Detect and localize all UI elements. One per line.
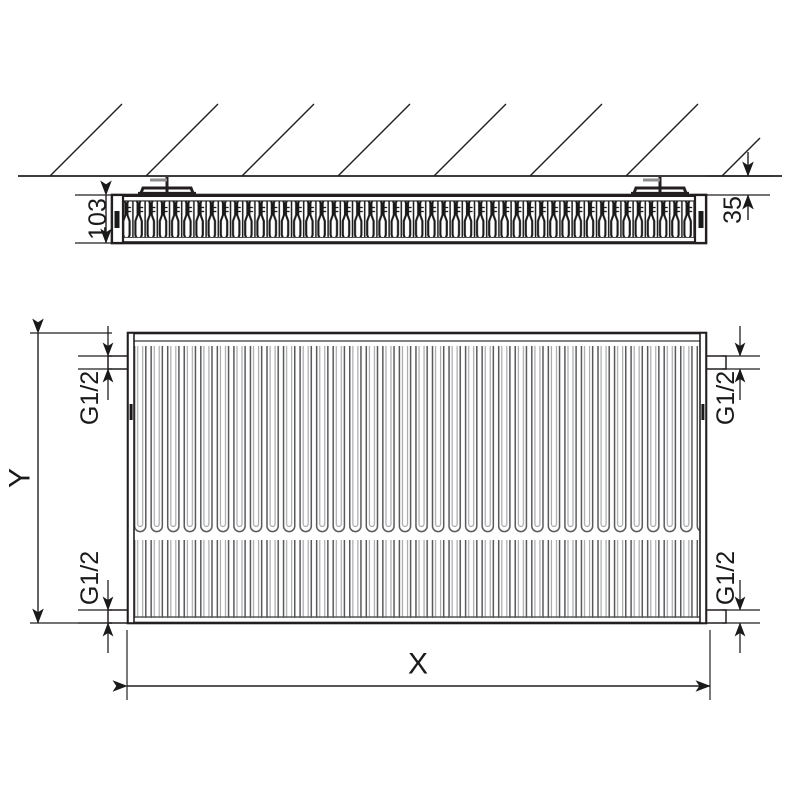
dimension-depth-103: 103 xyxy=(75,180,150,244)
radiator-front-panel xyxy=(126,331,708,625)
dimension-g12-bottom-right: G1/2 xyxy=(712,551,760,653)
width-label: X xyxy=(408,648,428,681)
side-section-view: 103 35 xyxy=(18,103,782,245)
wall-bracket-left xyxy=(138,177,196,196)
connection-stubs xyxy=(107,355,727,624)
wall-gap-label: 35 xyxy=(719,196,747,224)
dimension-g12-top-right: G1/2 xyxy=(712,326,760,425)
wall-bracket-right xyxy=(631,177,689,196)
dimension-width-X: X xyxy=(112,630,711,700)
dimension-g12-top-left: G1/2 xyxy=(76,326,114,425)
g12-bottom-left-label: G1/2 xyxy=(76,551,104,605)
dimension-height-Y: Y xyxy=(4,318,112,624)
g12-bottom-right-label: G1/2 xyxy=(712,551,740,605)
g12-top-left-label: G1/2 xyxy=(76,371,104,425)
radiator-side-body xyxy=(110,193,708,245)
dimension-g12-bottom-left: G1/2 xyxy=(76,551,114,653)
depth-label: 103 xyxy=(84,198,112,240)
wall-hatching xyxy=(49,103,761,177)
front-elevation-view: G1/2 G1/2 G1/2 xyxy=(4,318,760,700)
height-label: Y xyxy=(4,468,37,488)
g12-top-right-label: G1/2 xyxy=(712,371,740,425)
dimension-wallgap-35: 35 xyxy=(706,152,770,224)
